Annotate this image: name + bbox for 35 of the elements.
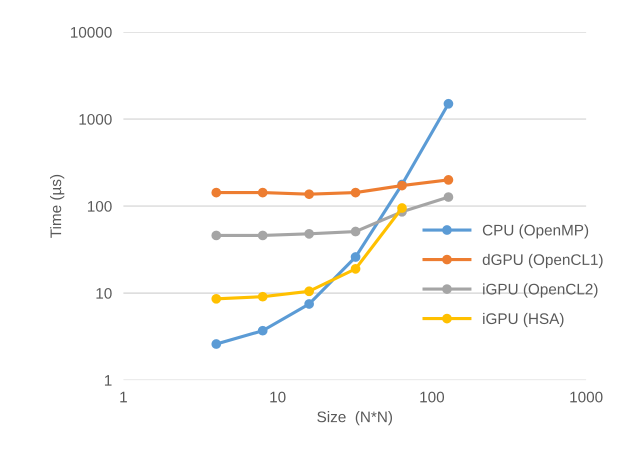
point bbox=[211, 188, 222, 198]
point bbox=[304, 189, 314, 200]
y-tick-label: 1000 bbox=[79, 114, 112, 125]
point bbox=[350, 264, 360, 274]
legend-label: dGPU (OpenCL1) bbox=[482, 254, 603, 268]
x-tick-label: 1 bbox=[120, 392, 127, 402]
y-tick-label: 1 bbox=[104, 375, 112, 386]
x-axis-title: Size (N*N) bbox=[317, 411, 392, 426]
point bbox=[304, 299, 314, 309]
legend-label: iGPU (OpenCL2) bbox=[483, 283, 598, 298]
point bbox=[444, 175, 454, 185]
point bbox=[211, 339, 222, 349]
legend-label: CPU (OpenMP) bbox=[482, 224, 588, 239]
point bbox=[350, 226, 360, 236]
x-tick-label: 1000 bbox=[570, 392, 603, 402]
point bbox=[350, 188, 360, 198]
point bbox=[304, 286, 314, 296]
y-tick-label: 10000 bbox=[70, 26, 112, 38]
legend-label: iGPU (HSA) bbox=[483, 312, 564, 328]
y-axis-title: Time (µs) bbox=[50, 174, 64, 238]
point bbox=[444, 192, 454, 202]
x-tick-label: 100 bbox=[420, 392, 444, 402]
point bbox=[444, 98, 454, 109]
point bbox=[304, 228, 314, 239]
x-tick-label: 10 bbox=[270, 392, 286, 402]
point bbox=[258, 230, 268, 240]
point bbox=[211, 230, 222, 240]
point bbox=[350, 252, 360, 262]
point bbox=[211, 294, 222, 304]
point bbox=[258, 188, 268, 198]
y-tick-label: 10 bbox=[96, 288, 112, 299]
point bbox=[397, 203, 407, 213]
point bbox=[258, 292, 268, 302]
point bbox=[258, 326, 268, 336]
y-tick-label: 100 bbox=[88, 200, 112, 212]
